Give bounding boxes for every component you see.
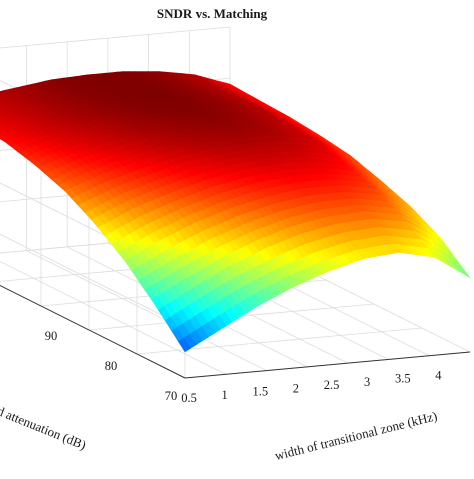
x-axis-label: width of transitional zone (kHz) xyxy=(273,408,438,463)
x-tick-label: 2.5 xyxy=(324,378,340,392)
x-tick-label: 3.5 xyxy=(395,372,411,386)
grid-line xyxy=(0,27,230,53)
y-axis-label: d attenuation (dB) xyxy=(0,403,88,452)
x-tick-label: 1 xyxy=(222,388,228,402)
chart-title: SNDR vs. Matching xyxy=(157,6,268,21)
surface-plot xyxy=(0,72,470,352)
x-tick-label: 4 xyxy=(435,368,442,382)
y-tick-label: 70 xyxy=(165,389,178,403)
y-tick-label: 90 xyxy=(45,329,58,343)
x-tick-label: 0.5 xyxy=(181,391,197,405)
x-axis-line xyxy=(185,352,470,378)
x-tick-label: 1.5 xyxy=(252,385,268,399)
y-tick-label: 80 xyxy=(105,359,118,373)
x-tick-label: 3 xyxy=(364,375,370,389)
x-tick-label: 2 xyxy=(293,381,299,395)
